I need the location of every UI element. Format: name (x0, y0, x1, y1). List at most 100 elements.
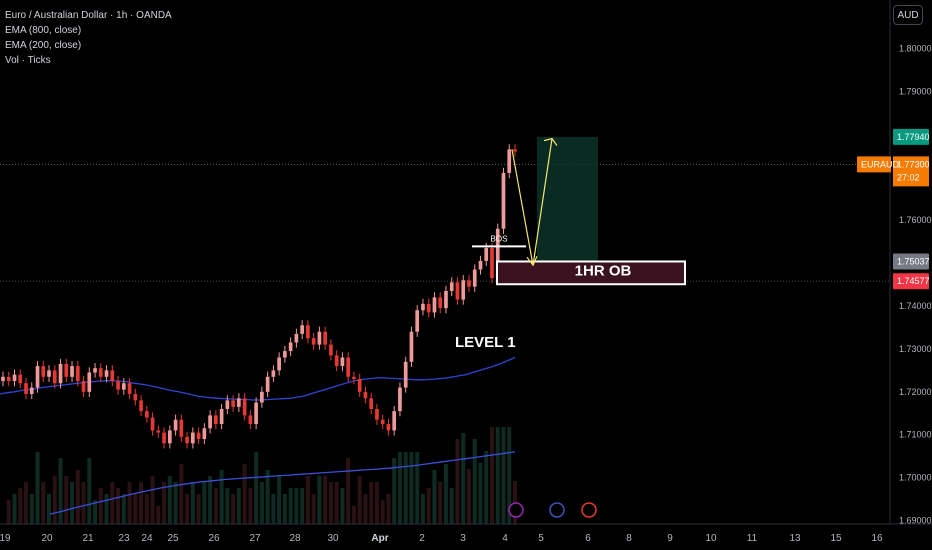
candle (323, 331, 327, 345)
volume-bar (294, 488, 299, 524)
symbol-title[interactable]: Euro / Australian Dollar · 1h · OANDA (5, 10, 172, 21)
target-zone (537, 136, 598, 262)
level-label: LEVEL 1 (455, 334, 516, 351)
candle (225, 400, 230, 409)
candle (179, 419, 184, 437)
volume-bar (438, 482, 443, 524)
arrowhead-up (543, 137, 558, 146)
volume-bar (317, 476, 322, 524)
volume-bar (236, 488, 241, 524)
current-price-label: 1.77300 (897, 159, 930, 169)
volume-bar (374, 482, 379, 524)
x-tick-label: 21 (82, 533, 94, 544)
candle (501, 172, 506, 229)
candle (254, 402, 258, 425)
volume-bar (231, 494, 236, 524)
volume-bar (432, 470, 437, 524)
candle (1, 376, 5, 382)
x-tick-label: 2 (419, 533, 425, 544)
candle (237, 398, 241, 407)
candle (242, 398, 247, 416)
chart-legend: Euro / Australian Dollar · 1h · OANDA EM… (5, 8, 172, 68)
volume-bar (466, 469, 471, 524)
y-tick-label: 1.80000 (899, 43, 932, 53)
volume-bar (93, 500, 98, 524)
volume-bar (23, 482, 29, 524)
volume-bar (225, 488, 230, 524)
indicator-ema-800[interactable]: EMA (800, close) (5, 25, 82, 36)
candle (127, 383, 132, 394)
candle (277, 357, 281, 371)
x-tick-label: 19 (0, 533, 11, 544)
x-tick-label: 8 (626, 533, 632, 544)
candle (461, 280, 466, 300)
y-tick-label: 1.73000 (899, 344, 932, 354)
volume-bar (110, 482, 115, 524)
volume-bar (403, 452, 408, 524)
volume-bar (305, 476, 310, 524)
candle (116, 381, 120, 390)
candle (375, 408, 379, 420)
x-tick-label: 26 (208, 533, 220, 544)
currency-button[interactable]: AUD (893, 5, 923, 25)
x-tick-label: 9 (667, 533, 673, 544)
indicator-volume[interactable]: Vol · Ticks (5, 55, 51, 66)
ema-200-line (0, 356, 516, 401)
volume-bar (300, 488, 305, 524)
x-tick-label: 6 (585, 533, 591, 544)
volume-bar (420, 494, 425, 524)
volume-bar (259, 482, 264, 524)
volume-bar (58, 458, 63, 524)
volume-bar (248, 488, 253, 524)
volume-bar (507, 427, 512, 524)
event-icon (508, 502, 524, 518)
candle (340, 357, 345, 367)
candle (162, 432, 166, 444)
volume-bar (202, 482, 207, 524)
candle (47, 370, 51, 377)
indicator-ema-200[interactable]: EMA (200, close) (5, 40, 82, 51)
candle (58, 363, 63, 384)
bos-label: BOS (491, 234, 508, 243)
candle (369, 398, 374, 409)
volume-bar (340, 488, 345, 524)
candle (185, 436, 189, 444)
volume-bar (478, 463, 483, 524)
volume-bar (242, 464, 247, 524)
volume-bar (144, 494, 149, 524)
volume-bar (127, 482, 132, 524)
volume-bar (288, 488, 293, 524)
candle (455, 282, 460, 300)
candle (306, 325, 310, 339)
candle (444, 290, 448, 309)
volume-bar (213, 488, 218, 524)
candle (449, 282, 454, 291)
candle (288, 342, 293, 352)
y-tick-label: 1.70000 (899, 473, 932, 483)
volume-bar (156, 506, 161, 524)
candle (202, 428, 207, 440)
entry-price-label: 1.75037 (897, 256, 930, 266)
candle (311, 338, 316, 345)
stop-price-label-box (893, 273, 929, 290)
x-tick-label: 13 (789, 533, 801, 544)
candle (300, 325, 304, 334)
x-tick-label: 27 (249, 533, 261, 544)
candle (271, 370, 276, 377)
candle (24, 383, 28, 394)
candle (415, 310, 420, 332)
candle (260, 391, 264, 403)
entry-price-label-box (893, 253, 929, 270)
volume-bar (29, 494, 34, 524)
volume-bar (104, 494, 109, 524)
volume-bar (328, 482, 333, 524)
candle (18, 374, 23, 384)
volume-bar (162, 482, 167, 524)
ema-800-line (49, 451, 516, 515)
candle (133, 393, 138, 401)
y-tick-label: 1.71000 (899, 430, 932, 440)
candle (208, 415, 212, 429)
target-price-label: 1.77940 (897, 132, 930, 142)
